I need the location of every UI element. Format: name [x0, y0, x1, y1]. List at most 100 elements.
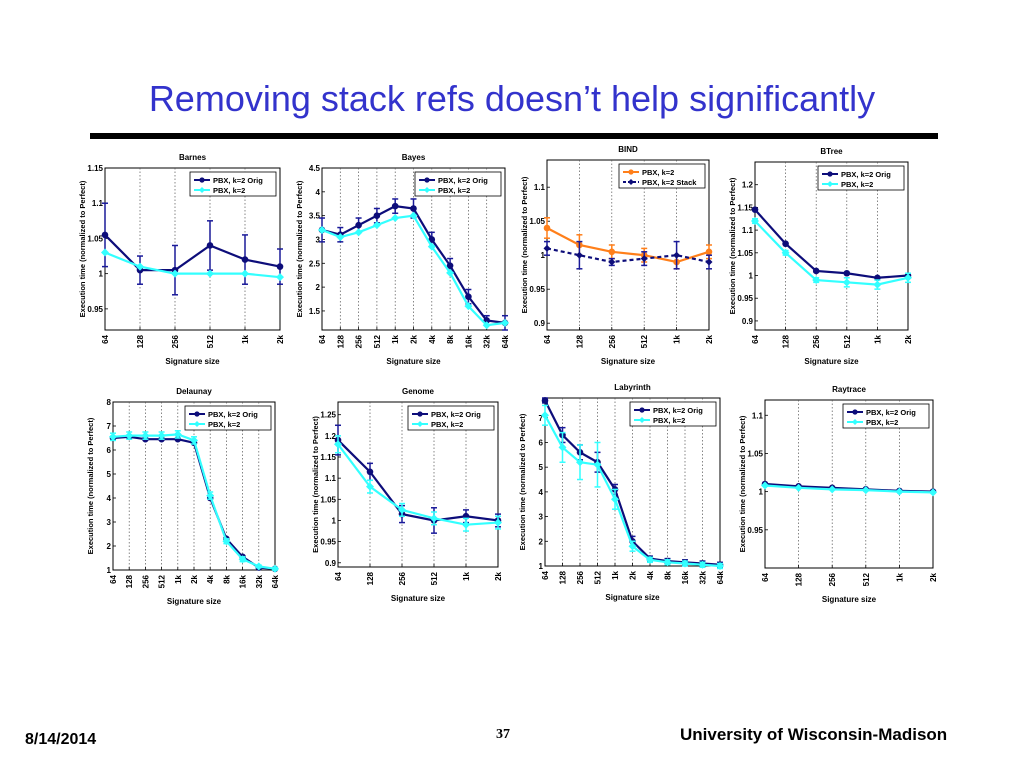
x-tick-label: 512: [843, 334, 852, 348]
data-point: [206, 491, 215, 500]
y-tick-label: 1.25: [320, 411, 336, 420]
series-line: [754, 220, 909, 286]
data-point: [494, 518, 502, 527]
y-tick-label: 1: [332, 516, 337, 525]
x-tick-label: 1k: [873, 334, 882, 343]
data-point: [173, 430, 182, 439]
x-tick-label: 64: [541, 570, 550, 579]
x-axis-label: Signature size: [822, 595, 877, 604]
x-tick-label: 256: [141, 574, 150, 588]
data-point: [541, 397, 549, 404]
y-tick-label: 4.5: [309, 164, 321, 173]
data-point: [904, 273, 912, 282]
y-tick-label: 0.95: [320, 538, 336, 547]
y-tick-label: 1.2: [325, 432, 337, 441]
x-axis-label: Signature size: [165, 357, 220, 366]
series-line: [337, 443, 499, 526]
data-point: [640, 255, 648, 263]
data-point: [751, 206, 759, 213]
data-point: [541, 411, 549, 420]
series-line: [546, 227, 710, 264]
legend-marker: [628, 179, 634, 185]
data-point: [929, 488, 937, 497]
x-axis-label: Signature size: [804, 357, 859, 366]
y-tick-label: 1.05: [320, 495, 336, 504]
x-tick-label: 64: [761, 572, 770, 581]
y-tick-label: 4: [107, 494, 112, 503]
x-axis-label: Signature size: [386, 357, 441, 366]
data-point: [241, 269, 249, 278]
x-tick-label: 1k: [241, 334, 250, 343]
data-point: [705, 258, 713, 266]
x-tick-label: 8k: [664, 570, 673, 579]
data-point: [812, 276, 821, 285]
data-point: [873, 280, 882, 289]
data-point: [843, 269, 851, 277]
x-tick-label: 256: [608, 334, 617, 348]
y-tick-label: 4: [539, 488, 544, 497]
y-tick-label: 1.05: [737, 249, 753, 258]
data-point: [136, 262, 144, 271]
legend-marker: [194, 421, 200, 427]
y-tick-label: 1.1: [742, 226, 754, 235]
series-line: [104, 251, 281, 279]
data-point: [464, 302, 473, 311]
chart-labyrinth: Labyrinth 1 2 3 4 5 6 7 64 128 256 512 1k 2k 4k 8k 16k 32…: [518, 383, 725, 602]
data-point: [109, 432, 117, 441]
x-tick-label: 32k: [699, 570, 708, 584]
data-point: [125, 431, 134, 440]
slide-title: Removing stack refs doesn’t help signifi…: [148, 78, 876, 119]
footer-date: 8/14/2014: [25, 731, 97, 748]
chart-title: Barnes: [179, 153, 207, 162]
data-point: [698, 560, 707, 569]
data-point: [373, 212, 381, 219]
legend-marker: [424, 187, 430, 193]
data-point: [410, 205, 417, 212]
y-tick-label: 1.1: [534, 183, 546, 192]
y-tick-label: 1.1: [752, 411, 764, 420]
data-point: [761, 481, 769, 490]
data-point: [543, 244, 551, 252]
x-tick-label: 1k: [673, 334, 682, 343]
legend-box: [629, 401, 717, 427]
data-point: [446, 262, 454, 269]
legend-marker: [417, 411, 423, 417]
y-tick-label: 0.9: [742, 317, 754, 326]
series-line: [764, 484, 934, 494]
x-tick-label: 128: [795, 572, 804, 586]
data-point: [558, 443, 567, 452]
data-point: [842, 278, 851, 287]
data-point: [101, 248, 109, 257]
data-point: [254, 562, 263, 571]
data-point: [430, 514, 438, 523]
data-point: [141, 431, 150, 440]
data-point: [190, 436, 198, 445]
data-point: [334, 440, 342, 449]
legend-marker: [852, 409, 858, 415]
x-tick-label: 64: [101, 334, 110, 343]
data-point: [628, 542, 637, 551]
chart-title: Raytrace: [832, 385, 866, 394]
x-tick-label: 512: [640, 334, 649, 348]
data-point: [206, 269, 214, 278]
data-point: [593, 460, 602, 469]
y-tick-label: 0.95: [747, 526, 763, 535]
footer-page-number: 37: [496, 727, 510, 742]
x-tick-label: 512: [594, 570, 603, 584]
y-tick-label: 1.05: [529, 217, 545, 226]
data-point: [861, 486, 870, 495]
y-tick-label: 1.5: [309, 307, 321, 316]
y-tick-label: 0.95: [529, 285, 545, 294]
data-point: [716, 562, 724, 570]
legend-box: [184, 405, 272, 431]
chart-barnes: Barnes 0.95 1 1.05 1.1 1.15 64 128 256 512 1k 2k Sig…: [78, 153, 285, 366]
data-point: [271, 564, 279, 573]
legend-label: PBX, k=2 Orig: [208, 410, 258, 419]
y-tick-label: 3.5: [309, 212, 321, 221]
x-tick-label: 64k: [716, 570, 725, 584]
y-tick-label: 0.95: [87, 305, 103, 314]
y-tick-label: 1.1: [325, 474, 337, 483]
y-tick-label: 5: [107, 470, 112, 479]
data-point: [372, 221, 381, 230]
y-axis-label: Execution time (normalized to Perfect): [518, 413, 527, 550]
